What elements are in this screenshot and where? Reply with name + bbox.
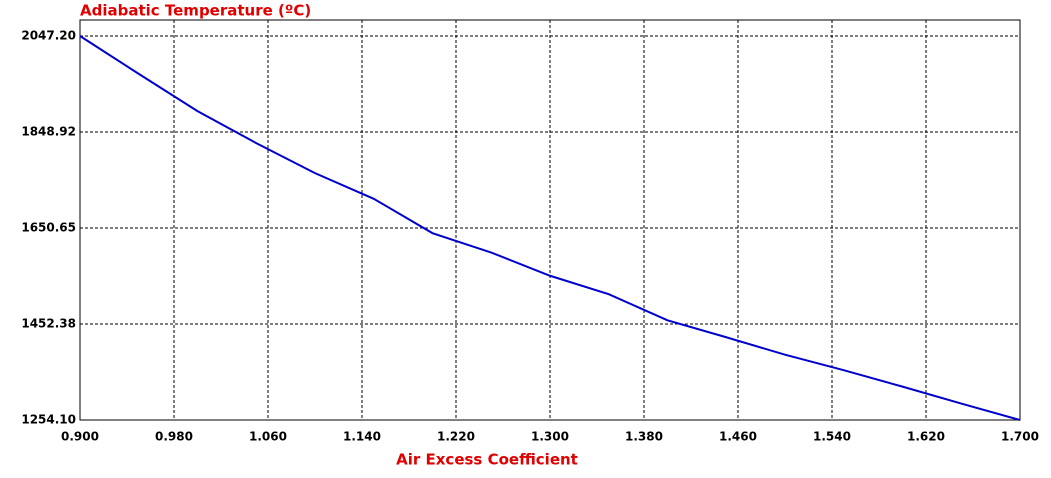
- x-tick-label: 1.060: [249, 430, 287, 444]
- x-tick-label: 1.140: [343, 430, 381, 444]
- y-tick-label: 1254.10: [21, 413, 76, 427]
- x-tick-label: 0.980: [155, 430, 193, 444]
- x-axis-label: Air Excess Coefficient: [396, 451, 578, 469]
- y-tick-label: 1452.38: [21, 316, 76, 330]
- data-line: [79, 35, 1021, 421]
- y-tick-label: 2047.20: [21, 29, 76, 43]
- x-tick-label: 1.700: [1001, 430, 1039, 444]
- x-tick-label: 0.900: [61, 430, 99, 444]
- x-tick-label: 1.380: [625, 430, 663, 444]
- x-tick-label: 1.220: [437, 430, 475, 444]
- x-tick-label: 1.540: [813, 430, 851, 444]
- x-tick-label: 1.300: [531, 430, 569, 444]
- y-tick-label: 1650.65: [21, 221, 76, 235]
- y-tick-label: 1848.92: [21, 125, 76, 139]
- x-tick-label: 1.620: [907, 430, 945, 444]
- chart-title: Adiabatic Temperature (ºC): [80, 2, 311, 20]
- x-tick-label: 1.460: [719, 430, 757, 444]
